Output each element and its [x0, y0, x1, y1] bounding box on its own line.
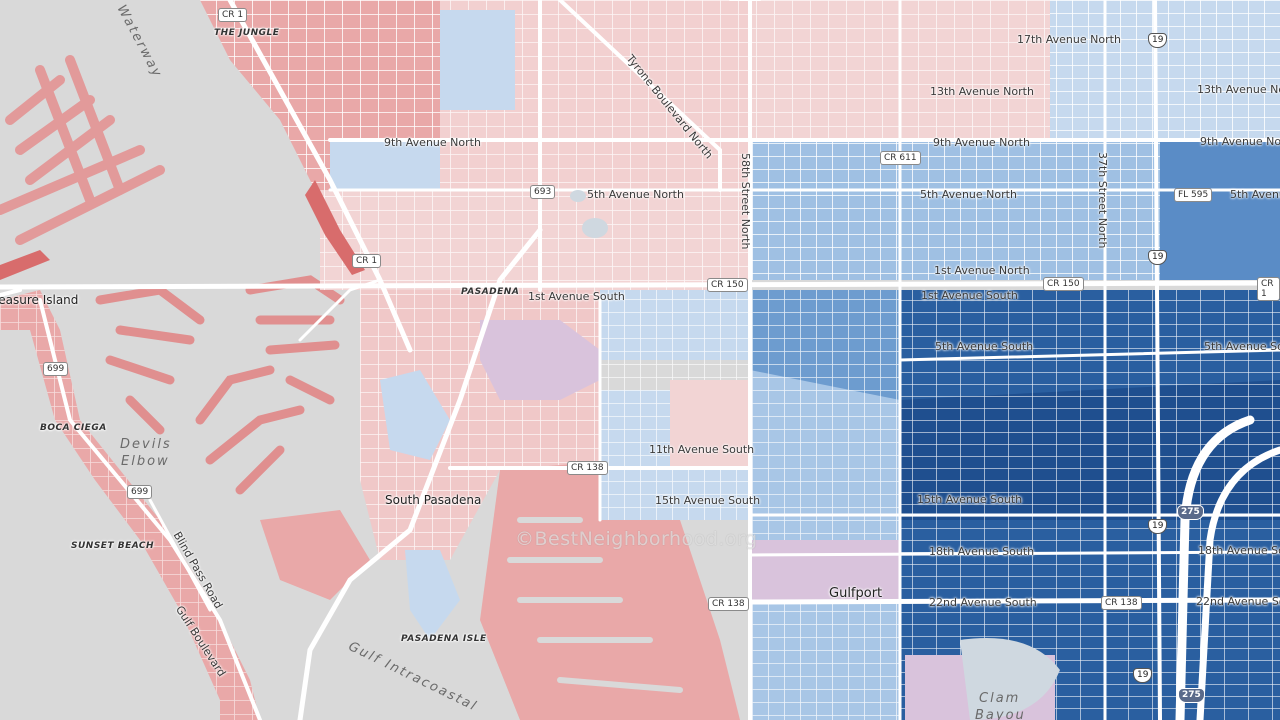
route-shield: CR 138: [567, 461, 608, 475]
water-label: Elbow: [121, 454, 170, 469]
street-label: 9th Avenue North: [1200, 135, 1280, 148]
street-label: 15th Avenue South: [917, 493, 1023, 506]
interstate-shield: 275: [1177, 505, 1204, 520]
street-label: 17th Avenue North: [1017, 33, 1121, 46]
street-label: 5th Avenue North: [587, 188, 684, 201]
interstate-shield: 275: [1178, 688, 1205, 703]
route-shield: CR 1: [352, 254, 382, 268]
purple-region-pasadena: [480, 320, 600, 400]
us-route-shield: 19: [1133, 668, 1153, 683]
street-label: 18th Avenue South: [929, 545, 1035, 558]
blue-pocket-nw: [440, 10, 515, 110]
sw-red-region: [260, 510, 370, 600]
water-label: Devils: [120, 437, 172, 452]
pond-north-2: [570, 190, 586, 202]
devils-elbow-islands: [95, 275, 345, 495]
route-shield: CR 611: [880, 151, 921, 165]
street-label: 18th Avenue South: [1198, 544, 1280, 557]
area-label: PASADENA: [461, 287, 520, 297]
route-shield: CR 138: [1101, 596, 1142, 610]
shoreline-red-strip: [305, 180, 365, 275]
us-route-shield: 19: [1148, 33, 1168, 48]
route-shield: CR 1: [218, 8, 248, 22]
area-label: PASADENA ISLE: [401, 634, 487, 644]
south-red-region: [480, 460, 740, 720]
place-label: Treasure Island: [0, 293, 79, 307]
gulfport-blue-grid: [750, 290, 900, 720]
route-shield: CR 150: [707, 278, 748, 292]
street-label: 15th Avenue South: [655, 494, 761, 507]
route-shield: FL 595: [1174, 188, 1213, 202]
water-gulf: [0, 330, 220, 720]
east-blue-mid-right: [1160, 140, 1280, 280]
route-shield: CR 1: [1257, 277, 1280, 301]
pond-north: [582, 218, 608, 238]
pink-pocket-central: [670, 380, 750, 470]
street-label: 5th Avenue South: [935, 340, 1034, 353]
blind-pass-red-strip: [0, 250, 50, 280]
street-label: 5th Avenue South: [1204, 340, 1280, 353]
gulfport-purple: [750, 540, 900, 600]
nw-canal-islands: [0, 55, 165, 245]
watermark: ©BestNeighborhood.org: [515, 528, 758, 550]
street-label: 22nd Avenue South: [929, 596, 1037, 609]
street-label: 37th Street North: [1096, 152, 1109, 249]
area-label: SUNSET BEACH: [71, 541, 155, 551]
street-label: 1st Avenue South: [921, 289, 1018, 302]
street-label: 13th Avenue North: [930, 85, 1034, 98]
street-label: 1st Avenue South: [528, 290, 625, 303]
street-label: 22nd Avenue South: [1196, 595, 1280, 608]
street-label: 9th Avenue North: [933, 136, 1030, 149]
area-label: THE JUNGLE: [214, 28, 280, 38]
street-label: 13th Avenue North: [1197, 83, 1280, 96]
route-shield: CR 150: [1043, 277, 1084, 291]
route-shield: 699: [127, 485, 153, 499]
blue-pocket-9th: [330, 140, 440, 190]
route-shield: 693: [530, 185, 556, 199]
street-label: 9th Avenue North: [384, 136, 481, 149]
street-label: 5th Avenue North: [920, 188, 1017, 201]
street-label: 58th Street North: [739, 153, 752, 250]
water-label: Bayou: [975, 708, 1026, 720]
street-label: 11th Avenue South: [649, 443, 755, 456]
east-light-blue-north-grid: [1050, 0, 1280, 140]
place-label: Gulfport: [829, 586, 883, 601]
street-label: 1st Avenue North: [934, 264, 1030, 277]
area-label: BOCA CIEGA: [40, 423, 107, 433]
blue-pocket-sp: [405, 550, 460, 640]
south-canal-fingers: [507, 517, 683, 693]
blue-pocket-sw: [380, 370, 450, 460]
route-shield: 699: [43, 362, 69, 376]
street-label: 5th Avenue North: [1230, 188, 1280, 201]
clam-bayou-water: [960, 638, 1060, 720]
route-shield: CR 138: [708, 597, 749, 611]
place-label: South Pasadena: [385, 493, 482, 507]
water-label: Clam: [979, 691, 1021, 706]
